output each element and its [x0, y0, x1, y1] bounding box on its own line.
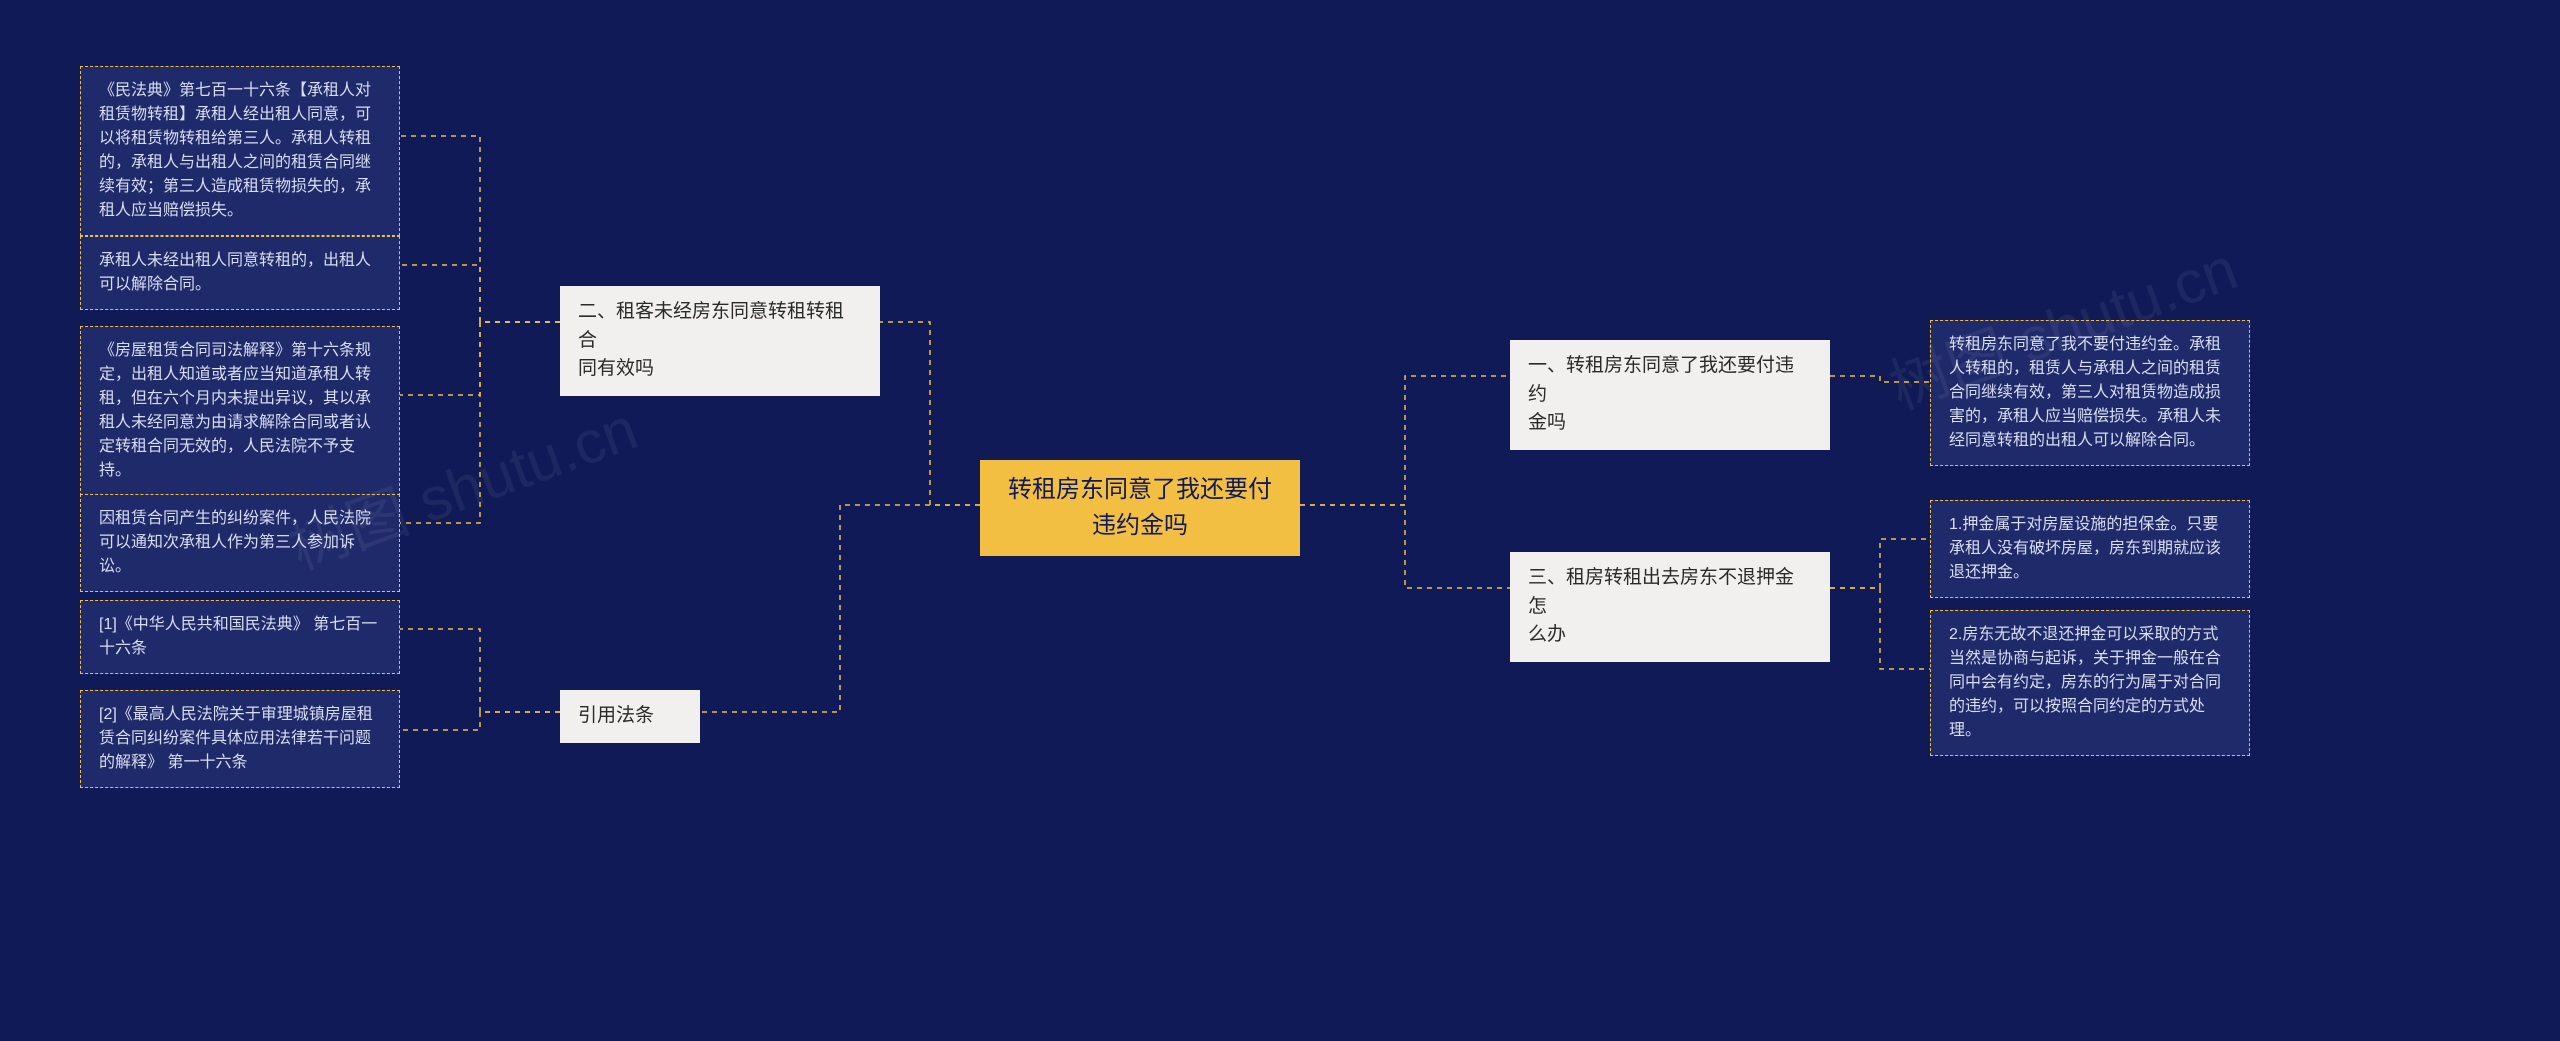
node-root[interactable]: 转租房东同意了我还要付 违约金吗: [980, 460, 1300, 556]
node-lref[interactable]: 引用法条: [560, 690, 700, 743]
node-l2c[interactable]: 《房屋租赁合同司法解释》第十六条规定，出租人知道或者应当知道承租人转租，但在六个…: [80, 326, 400, 496]
node-lref2[interactable]: [2]《最高人民法院关于审理城镇房屋租赁合同纠纷案件具体应用法律若干问题的解释》…: [80, 690, 400, 788]
node-r1a[interactable]: 转租房东同意了我不要付违约金。承租人转租的，租赁人与承租人之间的租赁合同继续有效…: [1930, 320, 2250, 466]
node-r3[interactable]: 三、租房转租出去房东不退押金怎 么办: [1510, 552, 1830, 662]
node-l2b[interactable]: 承租人未经出租人同意转租的，出租人可以解除合同。: [80, 236, 400, 310]
mindmap-canvas: 转租房东同意了我还要付 违约金吗 一、转租房东同意了我还要付违约 金吗转租房东同意…: [0, 0, 2560, 1041]
node-lref1[interactable]: [1]《中华人民共和国民法典》 第七百一十六条: [80, 600, 400, 674]
node-r1[interactable]: 一、转租房东同意了我还要付违约 金吗: [1510, 340, 1830, 450]
node-r3b[interactable]: 2.房东无故不退还押金可以采取的方式当然是协商与起诉，关于押金一般在合同中会有约…: [1930, 610, 2250, 756]
node-l2d[interactable]: 因租赁合同产生的纠纷案件，人民法院可以通知次承租人作为第三人参加诉讼。: [80, 494, 400, 592]
node-r3a[interactable]: 1.押金属于对房屋设施的担保金。只要承租人没有破坏房屋，房东到期就应该退还押金。: [1930, 500, 2250, 598]
node-l2[interactable]: 二、租客未经房东同意转租转租合 同有效吗: [560, 286, 880, 396]
node-l2a[interactable]: 《民法典》第七百一十六条【承租人对租赁物转租】承租人经出租人同意，可以将租赁物转…: [80, 66, 400, 236]
